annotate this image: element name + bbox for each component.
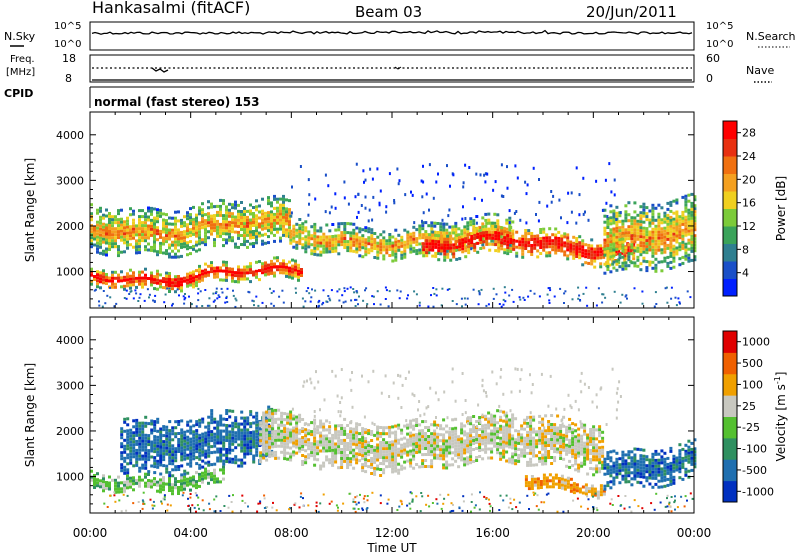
station-title: Hankasalmi (fitACF)	[92, 0, 250, 17]
velocity-y-axis: 1000 2000 3000 4000	[56, 334, 694, 505]
freq-left-top: 18	[62, 52, 76, 65]
colorbar-swatch	[723, 416, 737, 439]
colorbar-swatch	[723, 138, 737, 157]
velocity-panel: 1000 2000 3000 4000 Slant Range [km] 1000 50…	[23, 316, 788, 514]
cpid-value: normal (fast stereo) 153	[94, 95, 260, 109]
velocity-colorbar-label: Velocity [m s-1]	[773, 372, 788, 462]
colorbar-swatch	[723, 278, 737, 297]
freq-label-1: Freq.	[10, 54, 35, 65]
y-tick-label: 2000	[56, 425, 84, 438]
sky-ytop-right: 10^5	[706, 21, 733, 32]
colorbar-swatch	[723, 121, 737, 139]
colorbar-tick-label: 500	[742, 357, 763, 370]
freq-right-bottom: 0	[706, 72, 713, 85]
colorbar-swatch	[723, 459, 737, 482]
power-heatmap-cells	[90, 162, 697, 308]
colorbar-tick-label: 4	[742, 267, 749, 280]
colorbar-swatch	[723, 191, 737, 209]
y-tick-label: 4000	[56, 334, 84, 347]
colorbar-tick-label: 20	[742, 173, 756, 186]
colorbar-tick-label: 12	[742, 220, 756, 233]
colorbar-swatch	[723, 395, 737, 417]
y-tick-label: 1000	[56, 266, 84, 279]
x-axis-label: Time UT	[366, 541, 417, 554]
colorbar-swatch	[723, 208, 737, 227]
nsearch-label: N.Search	[746, 30, 796, 43]
colorbar-swatch	[723, 226, 737, 244]
x-tick-label: 08:00	[274, 526, 309, 540]
beam-title: Beam 03	[355, 3, 422, 21]
x-tick-label: 20:00	[576, 526, 611, 540]
velocity-label-main: Velocity [m s	[774, 384, 788, 461]
y-tick-label: 2000	[56, 220, 84, 233]
frequency-panel: Freq. [MHz] 18 8 60 0 Nave	[6, 52, 774, 85]
velocity-colorbar: 1000 500 100 25 -25 -100 -500 -1000	[722, 330, 774, 503]
colorbar-tick-label: 24	[742, 150, 756, 163]
freq-right-top: 60	[706, 52, 720, 65]
date-title: 20/Jun/2011	[586, 3, 677, 21]
freq-left-bottom: 8	[65, 72, 72, 85]
velocity-label-end: ]	[774, 372, 788, 377]
y-tick-label: 3000	[56, 174, 84, 187]
colorbar-swatch	[723, 173, 737, 192]
power-y-label: Slant Range [km]	[23, 158, 37, 262]
y-tick-label: 4000	[56, 129, 84, 142]
velocity-label-sup: -1	[773, 376, 782, 384]
x-tick-label: 12:00	[375, 526, 410, 540]
x-tick-label: 00:00	[677, 526, 712, 540]
colorbar-tick-label: 28	[742, 127, 756, 140]
sky-ybottom-right: 10^0	[706, 39, 733, 50]
colorbar-swatch	[723, 331, 737, 353]
velocity-y-label: Slant Range [km]	[23, 363, 37, 467]
colorbar-tick-label: 100	[742, 378, 763, 391]
colorbar-tick-label: -1000	[742, 485, 774, 498]
colorbar-swatch	[723, 480, 737, 503]
sky-noise-panel: N.Sky 10^5 10^0 10^5 10^0 N.Search	[4, 21, 796, 51]
colorbar-tick-label: -25	[742, 421, 760, 434]
x-tick-label: 04:00	[173, 526, 208, 540]
colorbar-swatch	[723, 243, 737, 262]
cpid-label: CPID	[4, 87, 33, 100]
x-tick-label: 00:00	[73, 526, 108, 540]
power-panel: 1000 2000 3000 4000 Slant Range [km] 4 8 12 16…	[23, 111, 788, 309]
colorbar-tick-label: 8	[742, 243, 749, 256]
y-tick-label: 1000	[56, 471, 84, 484]
x-tick-label: 16:00	[475, 526, 510, 540]
colorbar-tick-label: 16	[742, 197, 756, 210]
power-colorbar: 4 8 12 16 20 24 28	[722, 120, 756, 297]
time-axis: 00:00 04:00 08:00 12:00 16:00 20:00 00:00	[73, 112, 712, 540]
colorbar-swatch	[723, 373, 737, 396]
colorbar-tick-label: -100	[742, 443, 767, 456]
colorbar-swatch	[723, 437, 737, 460]
power-colorbar-label: Power [dB]	[774, 176, 788, 241]
colorbar-swatch	[723, 261, 737, 279]
sky-ybottom-left: 10^0	[54, 39, 81, 50]
sky-ytop-left: 10^5	[54, 21, 81, 32]
freq-label-2: [MHz]	[6, 67, 35, 78]
power-y-axis: 1000 2000 3000 4000	[56, 129, 694, 300]
colorbar-swatch	[723, 156, 737, 174]
colorbar-tick-label: 1000	[742, 336, 770, 349]
colorbar-tick-label: -500	[742, 464, 767, 477]
y-tick-label: 3000	[56, 379, 84, 392]
nsky-label: N.Sky	[4, 30, 36, 43]
velocity-heatmap-cells	[90, 367, 697, 513]
sky-noise-line	[91, 29, 693, 35]
colorbar-tick-label: 25	[742, 400, 756, 413]
nave-label: Nave	[746, 64, 774, 77]
colorbar-swatch	[723, 352, 737, 375]
